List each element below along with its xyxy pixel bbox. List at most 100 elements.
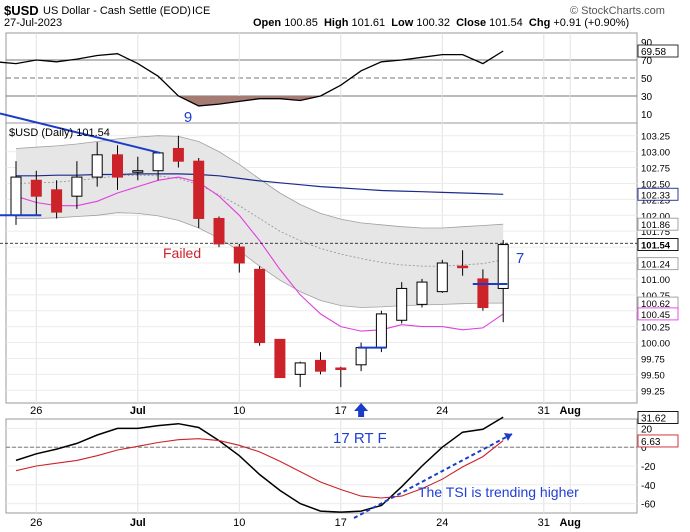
tsi-last-box-1 (637, 434, 679, 448)
candle-body-3[interactable] (71, 176, 83, 197)
price-label-box-2 (637, 238, 679, 251)
price-label-box-5 (637, 307, 679, 321)
price-panel-title: $USD (Daily) 101.54 (9, 127, 110, 139)
price-tick-label-1: 99.50 (641, 370, 665, 381)
price-tick-label-4: 100.25 (641, 323, 670, 334)
tsi-tick-label-2: -20 (641, 462, 656, 473)
price-tick-label-16: 103.25 (641, 132, 670, 143)
up-arrow-icon (354, 403, 369, 417)
candle-body-8[interactable] (172, 147, 184, 162)
candle-body-1[interactable] (30, 179, 42, 197)
price-tick-label-0: 99.25 (641, 386, 665, 397)
high-value: 101.61 (351, 17, 386, 29)
osc-tick-label-2: 50 (641, 74, 653, 85)
price-label-1: 101.86 (641, 220, 670, 231)
price-x-label-3: 17 (335, 405, 347, 417)
osc-tick-label-0: 10 (641, 110, 653, 121)
candle-body-19[interactable] (396, 287, 408, 321)
price-tick-label-7: 101.00 (641, 275, 670, 286)
price-x-label-5: 31 (538, 405, 550, 417)
tsi-last-box-0 (637, 411, 679, 424)
tsi-x-label-1: Jul (130, 517, 146, 529)
osc-tick-label-3: 70 (641, 56, 653, 67)
candle-body-24[interactable] (497, 244, 509, 289)
tsi-tick-label-4: 20 (641, 424, 653, 435)
price-label-box-3 (637, 257, 679, 271)
chg-label: Chg (528, 17, 551, 29)
low-value: 100.32 (416, 17, 450, 29)
candle-body-23[interactable] (477, 278, 489, 309)
tsi-x-label-3: 17 (335, 517, 347, 529)
close-label: Close (456, 17, 487, 29)
chg-value: +0.91 (+0.90%) (553, 17, 630, 29)
price-tick-label-3: 100.00 (641, 339, 670, 350)
candle-body-5[interactable] (112, 154, 123, 178)
band-upper-line (15, 135, 504, 229)
price-tick-label-12: 102.25 (641, 195, 670, 206)
candle-body-7[interactable] (152, 152, 164, 172)
tsi-x-label-4: 24 (436, 517, 448, 529)
tsi-tick-label-3: 0 (641, 443, 647, 454)
annotation-tsi-trending: The TSI is trending higher (418, 484, 579, 500)
candle-body-14[interactable] (294, 362, 306, 375)
header-row-1: $USD US Dollar - Cash Settle (EOD) ICE ©… (0, 2, 690, 18)
candle-body-18[interactable] (375, 313, 387, 349)
price-x-label-4: 24 (436, 405, 448, 417)
brand-label[interactable]: © StockCharts.com (570, 5, 665, 17)
moving-average-magenta-line (15, 176, 504, 332)
candle-body-17[interactable] (355, 347, 367, 366)
high-label: High (323, 17, 349, 29)
candle-body-22[interactable] (457, 265, 469, 269)
price-label-3: 101.24 (641, 260, 670, 271)
candle-body-20[interactable] (416, 281, 428, 305)
close-value: 101.54 (489, 17, 523, 29)
osc-last-value-box (637, 44, 679, 58)
osc-line (0, 50, 504, 107)
price-tick-label-15: 103.00 (641, 148, 670, 159)
chart-symbol: $USD (4, 3, 39, 18)
candle-body-2[interactable] (51, 189, 63, 213)
price-label-4: 100.62 (641, 299, 670, 310)
open-value: 100.85 (284, 17, 318, 29)
candle-body-15[interactable] (315, 359, 326, 372)
chart-date: 27-Jul-2023 (4, 17, 63, 29)
candle-body-12[interactable] (254, 268, 266, 344)
price-tick-label-10: 101.75 (641, 227, 670, 238)
price-tick-label-11: 102.00 (641, 211, 670, 222)
open-label: Open (253, 17, 282, 29)
candle-body-9[interactable] (193, 160, 205, 219)
candle-body-21[interactable] (436, 262, 448, 293)
price-label-box-0 (637, 187, 679, 201)
price-x-label-6: Aug (559, 405, 580, 417)
tsi-x-label-0: 26 (30, 517, 42, 529)
candle-body-0[interactable] (10, 176, 22, 216)
tsi-x-label-6: Aug (559, 517, 580, 529)
header-row-2: 27-Jul-2023 Open 100.85 High 101.61 Low … (0, 16, 690, 32)
tsi-tick-label-1: -40 (641, 481, 656, 492)
tsi-x-label-5: 31 (538, 517, 550, 529)
price-tick-label-2: 99.75 (641, 354, 665, 365)
osc-oversold-shading (178, 96, 321, 106)
trendline-annotation (0, 112, 161, 154)
osc-tick-label-4: 90 (641, 38, 653, 49)
candle-body-13[interactable] (274, 338, 286, 379)
candle-body-10[interactable] (213, 217, 225, 245)
tsi-trend-arrowhead (504, 433, 512, 441)
candle-body-4[interactable] (91, 154, 103, 178)
candle-body-11[interactable] (233, 246, 245, 264)
price-tick-label-13: 102.50 (641, 179, 670, 190)
price-x-label-1: Jul (130, 405, 146, 417)
annotation-17-rt-f: 17 RT F (333, 430, 387, 447)
price-tick-label-6: 100.75 (641, 291, 670, 302)
price-label-0: 102.33 (641, 190, 670, 201)
annotation-9: 9 (184, 109, 192, 126)
tsi-trend-dotted-line (353, 433, 513, 519)
price-label-2: 101.54 (641, 241, 671, 252)
price-tick-label-14: 102.75 (641, 164, 670, 175)
candle-body-16[interactable] (335, 367, 347, 370)
chart-exchange: ICE (192, 5, 211, 17)
candle-body-6[interactable] (132, 170, 144, 173)
price-label-5: 100.45 (641, 310, 670, 321)
osc-tick-label-1: 30 (641, 92, 653, 103)
